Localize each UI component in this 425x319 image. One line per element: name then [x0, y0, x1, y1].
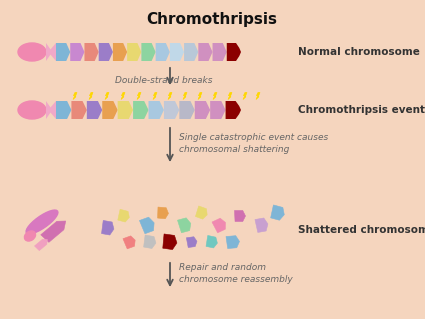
Text: Normal chromosome: Normal chromosome	[298, 47, 420, 57]
Polygon shape	[156, 43, 170, 61]
Polygon shape	[164, 101, 179, 119]
Polygon shape	[56, 43, 70, 61]
Text: chromosome reassembly: chromosome reassembly	[179, 276, 293, 285]
Polygon shape	[198, 43, 212, 61]
Polygon shape	[85, 43, 99, 61]
Polygon shape	[118, 209, 129, 222]
Polygon shape	[228, 93, 232, 100]
Polygon shape	[226, 236, 239, 249]
Polygon shape	[73, 93, 77, 100]
Polygon shape	[158, 207, 168, 219]
Polygon shape	[163, 234, 177, 249]
Polygon shape	[183, 93, 187, 100]
Polygon shape	[210, 101, 226, 119]
Polygon shape	[121, 93, 125, 100]
Polygon shape	[196, 206, 207, 219]
Text: chromosomal shattering: chromosomal shattering	[179, 145, 289, 154]
Polygon shape	[118, 101, 133, 119]
Polygon shape	[113, 43, 127, 61]
Polygon shape	[235, 211, 246, 221]
Polygon shape	[184, 43, 198, 61]
Polygon shape	[243, 93, 247, 100]
Text: Double-strand breaks: Double-strand breaks	[115, 76, 212, 85]
Polygon shape	[41, 221, 66, 242]
Polygon shape	[71, 101, 87, 119]
Polygon shape	[144, 235, 156, 249]
Polygon shape	[148, 101, 164, 119]
Polygon shape	[46, 101, 56, 119]
Ellipse shape	[18, 101, 46, 119]
Polygon shape	[102, 220, 114, 235]
Polygon shape	[179, 101, 195, 119]
Polygon shape	[168, 93, 172, 100]
Polygon shape	[26, 210, 58, 234]
Polygon shape	[133, 101, 148, 119]
Polygon shape	[99, 43, 113, 61]
Polygon shape	[142, 43, 156, 61]
Text: Single catastrophic event causes: Single catastrophic event causes	[179, 133, 328, 143]
Polygon shape	[56, 101, 71, 119]
Polygon shape	[227, 43, 241, 61]
Polygon shape	[87, 101, 102, 119]
Polygon shape	[170, 43, 184, 61]
Polygon shape	[255, 218, 268, 233]
Polygon shape	[70, 43, 85, 61]
Polygon shape	[271, 205, 284, 220]
Polygon shape	[123, 236, 135, 249]
Polygon shape	[137, 93, 141, 100]
Polygon shape	[256, 93, 260, 100]
Polygon shape	[102, 101, 118, 119]
Polygon shape	[46, 43, 56, 61]
Polygon shape	[34, 239, 47, 251]
Text: Chromothripsis: Chromothripsis	[147, 12, 278, 27]
Polygon shape	[206, 235, 217, 248]
Polygon shape	[226, 101, 241, 119]
Ellipse shape	[25, 231, 36, 241]
Polygon shape	[198, 93, 202, 100]
Polygon shape	[212, 218, 225, 233]
Polygon shape	[89, 93, 93, 100]
Polygon shape	[153, 93, 157, 100]
Polygon shape	[139, 217, 154, 234]
Text: Chromothripsis event: Chromothripsis event	[298, 105, 425, 115]
Polygon shape	[213, 93, 217, 100]
Ellipse shape	[18, 43, 46, 61]
Polygon shape	[178, 218, 191, 233]
Text: Repair and random: Repair and random	[179, 263, 266, 272]
Text: Shattered chromosome: Shattered chromosome	[298, 225, 425, 235]
Polygon shape	[127, 43, 142, 61]
Polygon shape	[195, 101, 210, 119]
Polygon shape	[186, 237, 197, 248]
Polygon shape	[105, 93, 109, 100]
Polygon shape	[212, 43, 227, 61]
